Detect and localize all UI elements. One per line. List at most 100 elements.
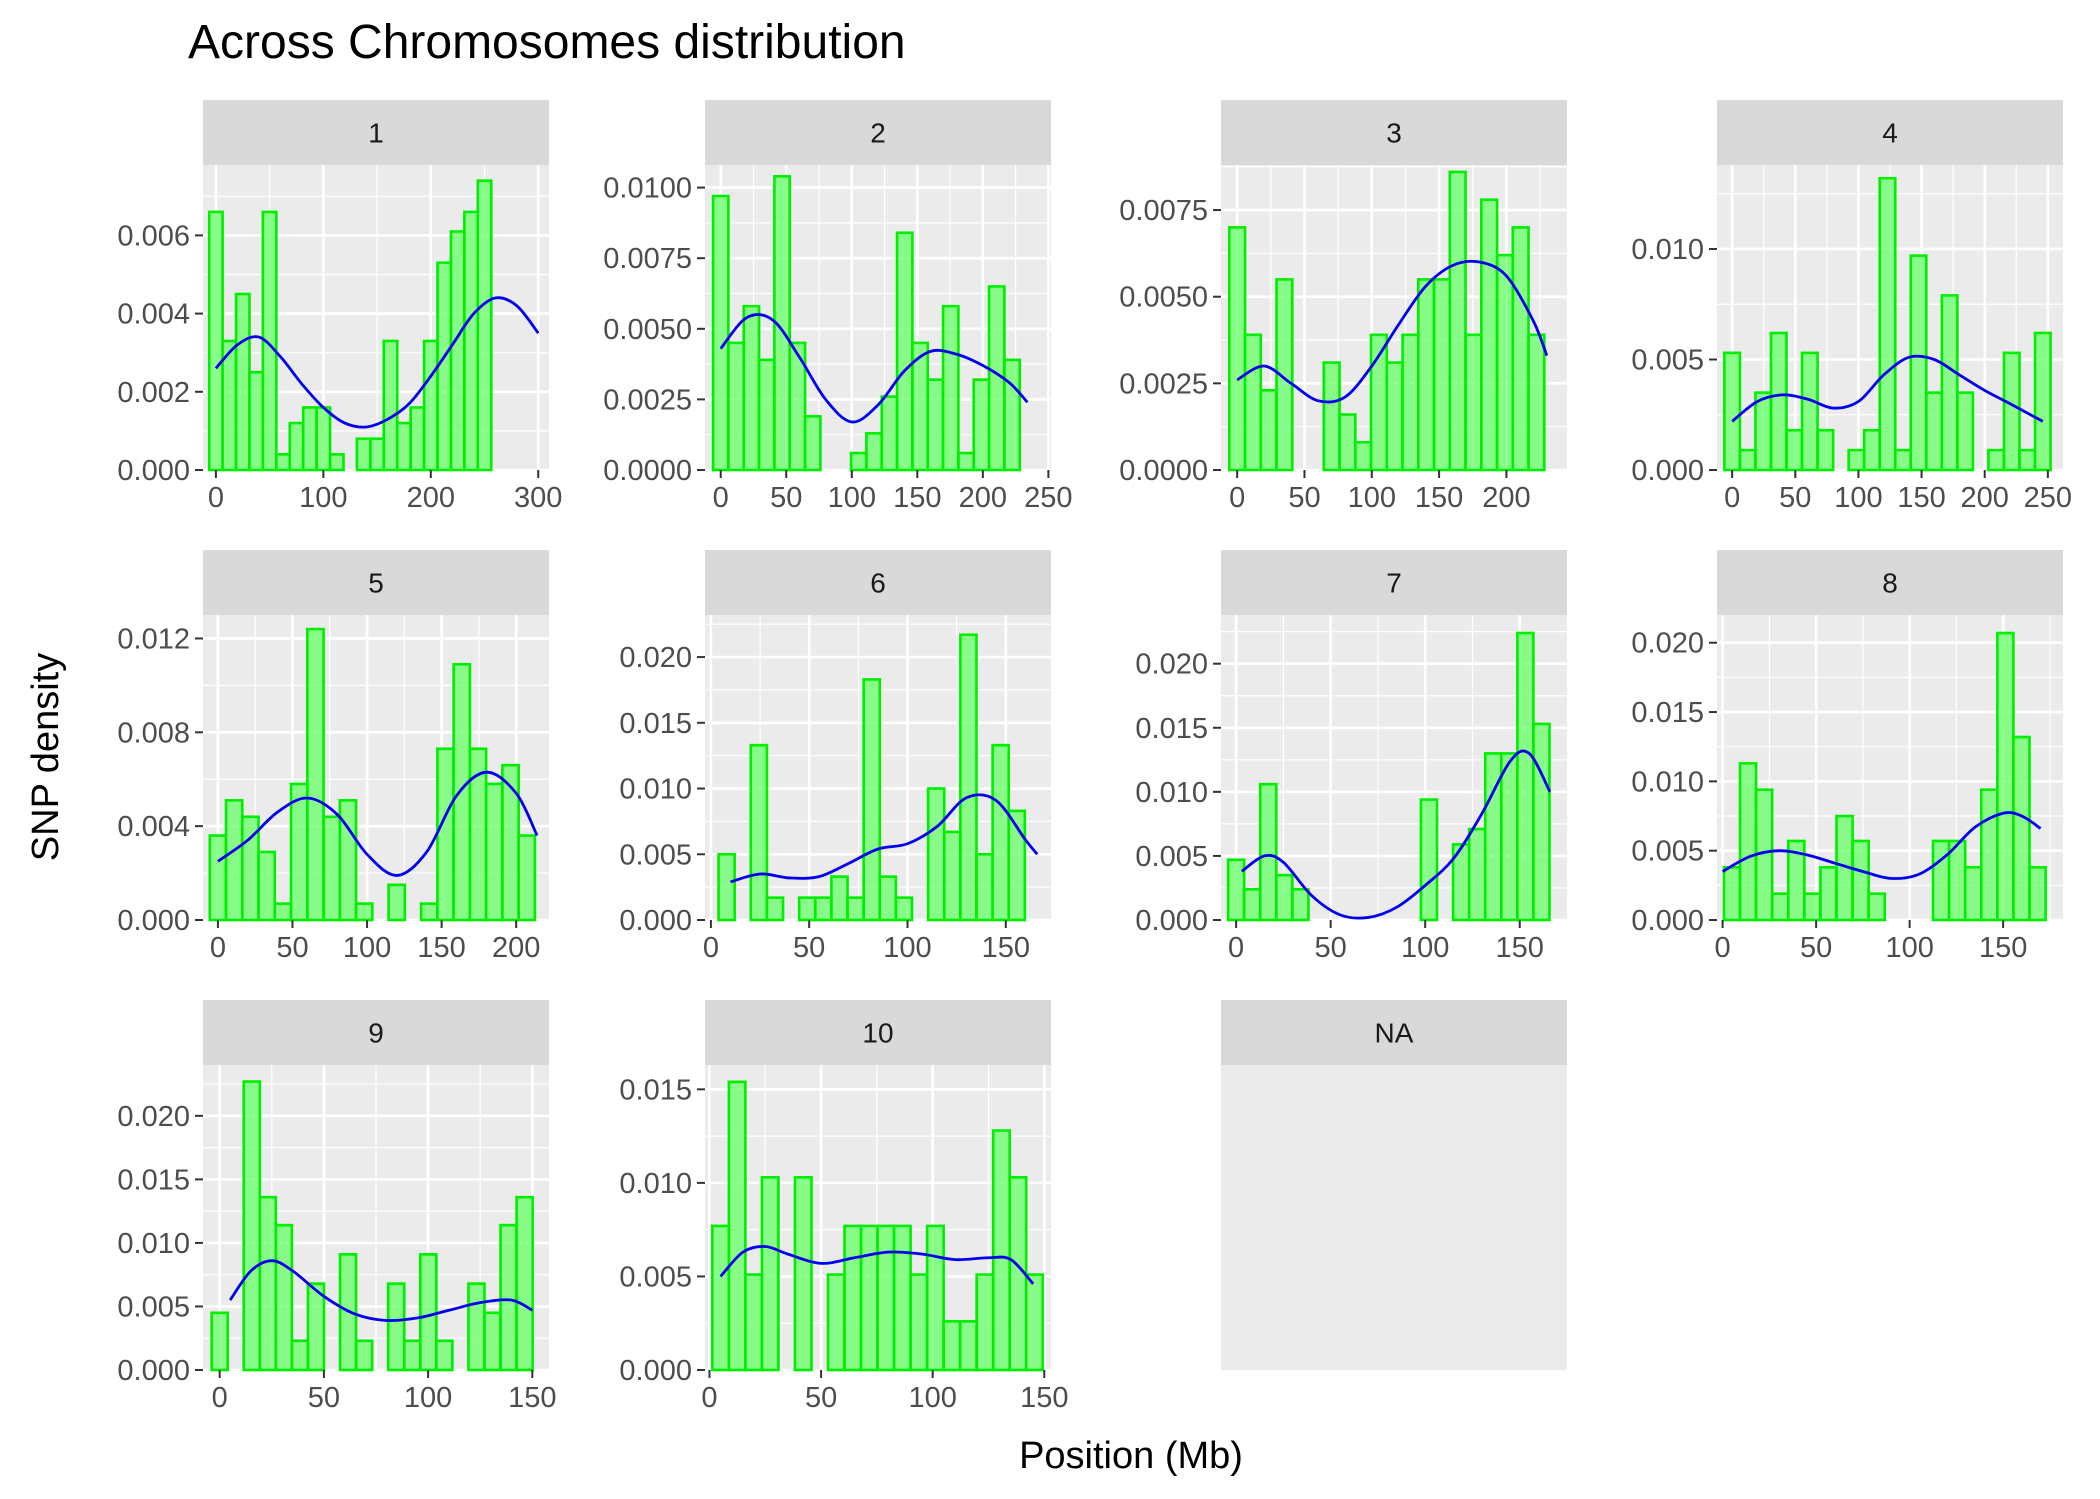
histogram-bar — [1893, 448, 1913, 472]
histogram-bar — [1417, 278, 1436, 472]
histogram-bar — [467, 1282, 486, 1372]
y-tick-label: 0.0075 — [1119, 195, 1208, 227]
density-curve — [214, 296, 540, 429]
histogram-bar — [941, 304, 960, 472]
histogram-bar — [803, 415, 822, 472]
histogram-bar — [876, 1224, 896, 1372]
x-tick-label: 150 — [1897, 482, 1945, 514]
facet-strip — [705, 1000, 1051, 1065]
histogram-bar — [826, 1273, 846, 1372]
x-tick-label: 250 — [1024, 482, 1072, 514]
y-tick-label: 0.000 — [117, 455, 190, 487]
histogram-bar — [273, 902, 293, 922]
histogram-bar — [354, 1339, 374, 1372]
histogram-bar — [843, 1224, 863, 1372]
facet-panel-8: 8 0 50 100 150 0.000 0.005 0.010 0.015 0.020 — [1631, 550, 2063, 964]
histogram-bar — [788, 341, 807, 472]
histogram-bar — [2012, 735, 2031, 922]
facet-panel-2: 2 0 50 100 150 200 250 0.0000 0.0025 0.0050 0.0075… — [603, 100, 1073, 514]
facet-panel-1: 1 0 100 200 300 0.000 0.002 0.004 0.006 — [117, 100, 562, 514]
histogram-bar — [892, 1224, 912, 1372]
histogram-bar — [338, 799, 358, 922]
x-tick-label: 0 — [212, 1382, 228, 1414]
facet-strip — [1221, 100, 1567, 165]
y-tick-label: 0.005 — [1631, 836, 1704, 868]
histogram-bar — [395, 421, 412, 472]
histogram-bar — [1227, 226, 1247, 472]
x-tick-label: 0 — [208, 482, 224, 514]
histogram-bar — [1432, 278, 1452, 472]
histogram-bar — [2018, 448, 2037, 472]
histogram-bar — [1511, 226, 1530, 472]
x-tick-label: 150 — [508, 1382, 556, 1414]
histogram-bar — [757, 358, 776, 472]
x-tick-label: 50 — [1288, 482, 1320, 514]
x-tick-label: 150 — [893, 482, 941, 514]
x-tick-label: 100 — [908, 1382, 956, 1414]
facet-strip-label: 7 — [1386, 568, 1402, 599]
x-tick-label: 150 — [1415, 482, 1463, 514]
x-tick-label: 100 — [1348, 482, 1396, 514]
histogram-bar — [1259, 388, 1278, 472]
x-tick-label: 200 — [407, 482, 455, 514]
histogram-bar — [288, 421, 305, 472]
histogram-bar — [261, 210, 278, 472]
y-tick-label: 0.000 — [1135, 905, 1208, 937]
histogram-bar — [1769, 331, 1788, 472]
x-tick-label: 100 — [343, 932, 391, 964]
x-tick-label: 150 — [417, 932, 465, 964]
y-tick-label: 0.000 — [619, 1355, 692, 1387]
histogram-bar — [1467, 827, 1487, 922]
histogram-bar — [878, 875, 898, 922]
histogram-bar — [1003, 358, 1022, 472]
histogram-bar — [880, 395, 899, 472]
y-tick-label: 0.012 — [117, 623, 190, 655]
histogram-bar — [958, 1320, 978, 1372]
histogram-bar — [1499, 752, 1519, 922]
x-tick-label: 0 — [1228, 932, 1244, 964]
x-tick-label: 250 — [2024, 482, 2072, 514]
x-tick-label: 0 — [1229, 482, 1245, 514]
histogram-bar — [1401, 333, 1420, 472]
histogram-bar — [1464, 333, 1483, 472]
histogram-bar — [1385, 361, 1404, 472]
histogram-bar — [463, 210, 480, 472]
histogram-bar — [210, 1311, 229, 1372]
facet-panel-6: 6 0 50 100 150 0.000 0.005 0.010 0.015 0.020 — [619, 550, 1051, 964]
histogram-bar — [909, 1273, 929, 1372]
y-tick-label: 0.000 — [117, 1355, 190, 1387]
y-tick-label: 0.015 — [1631, 697, 1704, 729]
x-tick-label: 50 — [805, 1382, 837, 1414]
x-tick-label: 0 — [701, 1382, 717, 1414]
x-tick-label: 150 — [982, 932, 1030, 964]
histogram-bar — [991, 1129, 1012, 1372]
histogram-bar — [972, 378, 991, 472]
y-tick-label: 0.010 — [619, 1168, 692, 1200]
density-curve — [730, 793, 1039, 884]
histogram-bar — [322, 815, 342, 922]
histogram-bar — [422, 339, 439, 472]
facet-strip-label: 1 — [368, 118, 384, 149]
y-tick-label: 0.005 — [1135, 841, 1208, 873]
facet-panel-9: 9 0 50 100 150 0.000 0.005 0.010 0.015 0.020 — [117, 1000, 557, 1414]
density-curve — [1240, 749, 1552, 920]
histogram-bar — [1909, 254, 1928, 472]
density-curve — [1721, 811, 2042, 880]
histogram-bar — [957, 451, 976, 472]
x-tick-label: 200 — [492, 932, 540, 964]
histogram-bar — [274, 1223, 294, 1372]
histogram-bar — [1738, 448, 1757, 472]
facet-panel-3: 3 0 50 100 150 200 0.0000 0.0025 0.0050 0.0075 — [1119, 100, 1567, 514]
x-tick-label: 200 — [1482, 482, 1530, 514]
histogram-bar — [717, 852, 736, 922]
y-tick-label: 0.004 — [117, 299, 190, 331]
y-tick-label: 0.0050 — [1119, 282, 1208, 314]
histogram-bar — [1925, 391, 1944, 472]
histogram-bar — [248, 370, 265, 472]
x-tick-label: 100 — [404, 1382, 452, 1414]
histogram-bar — [1353, 440, 1373, 472]
histogram-bar — [1322, 361, 1341, 472]
y-tick-label: 0.0100 — [603, 173, 692, 205]
histogram-bar — [419, 902, 439, 922]
